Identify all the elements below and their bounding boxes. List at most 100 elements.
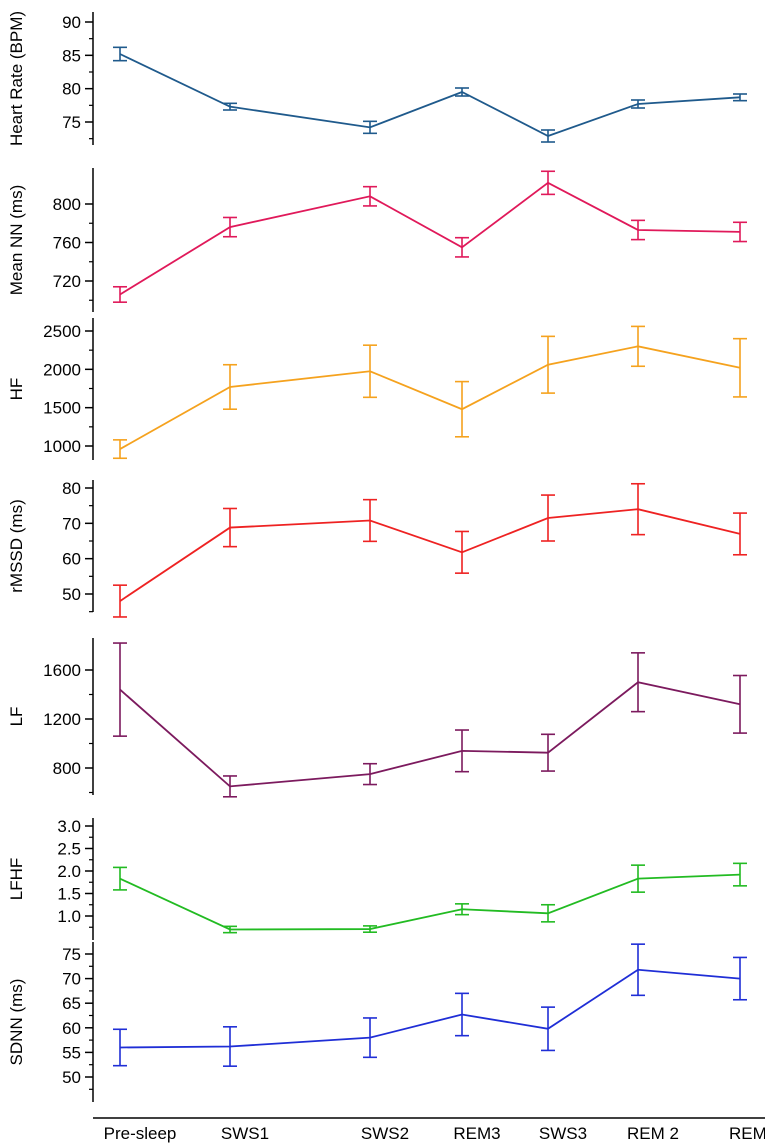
panel-7: 50 55 60 65 70 75 SDNN (ms) xyxy=(7,942,747,1102)
error-bar xyxy=(541,129,555,143)
error-bar xyxy=(455,729,469,773)
error-bar xyxy=(541,903,555,923)
y-tick-label: 50 xyxy=(62,585,81,604)
error-bar xyxy=(455,903,469,916)
error-bar xyxy=(455,530,469,574)
series-line xyxy=(119,345,741,450)
y-axis-title: LFHF xyxy=(7,858,26,901)
error-bar xyxy=(733,862,747,887)
y-tick-label: 800 xyxy=(53,195,81,214)
error-bar xyxy=(631,325,645,368)
y-tick-label: 720 xyxy=(53,272,81,291)
y-tick-label: 1200 xyxy=(43,710,81,729)
series-line xyxy=(119,53,741,137)
y-axis-title: HF xyxy=(7,378,26,401)
y-tick-label: 75 xyxy=(62,945,81,964)
error-bar xyxy=(631,482,645,536)
y-axis-title: Mean NN (ms) xyxy=(7,185,26,296)
panel-2: 720 760 800 Mean NN (ms) xyxy=(7,168,747,312)
y-tick-label: 3.0 xyxy=(57,817,81,836)
y-tick-label: 760 xyxy=(53,234,81,253)
error-bar xyxy=(363,925,377,934)
x-tick-label: REM3 xyxy=(453,1124,500,1143)
y-tick-label: 80 xyxy=(62,479,81,498)
error-bar xyxy=(631,943,645,997)
y-tick-label: 2.5 xyxy=(57,840,81,859)
y-tick-label: 2500 xyxy=(43,322,81,341)
panel-1: 75 80 85 90 Heart Rate (BPM) xyxy=(7,11,747,146)
series-line xyxy=(119,873,741,931)
error-bar xyxy=(733,674,747,734)
error-bar xyxy=(541,733,555,772)
y-axis-title: rMSSD (ms) xyxy=(7,499,26,592)
y-tick-label: 2000 xyxy=(43,360,81,379)
error-bar xyxy=(113,584,127,618)
error-bar xyxy=(363,185,377,207)
y-tick-label: 70 xyxy=(62,514,81,533)
error-bar xyxy=(455,992,469,1037)
y-tick-label: 50 xyxy=(62,1068,81,1087)
error-bar xyxy=(733,956,747,1001)
error-bar xyxy=(223,363,237,411)
error-bar xyxy=(223,925,237,934)
y-tick-label: 75 xyxy=(62,113,81,132)
y-axis-title: SDNN (ms) xyxy=(7,979,26,1066)
y-tick-label: 60 xyxy=(62,550,81,569)
error-bar xyxy=(113,439,127,460)
error-bar xyxy=(223,216,237,238)
series-line xyxy=(119,681,741,788)
error-bar xyxy=(631,99,645,109)
x-tick-label: REM 1 xyxy=(729,1124,765,1143)
error-bar xyxy=(223,775,237,798)
y-tick-label: 60 xyxy=(62,1019,81,1038)
y-axis-title: LF xyxy=(7,707,26,727)
panel-5: 800 1200 1600 LF xyxy=(7,638,747,798)
error-bar xyxy=(223,102,237,111)
y-tick-label: 80 xyxy=(62,80,81,99)
error-bar xyxy=(363,120,377,135)
y-tick-label: 2.0 xyxy=(57,862,81,881)
x-tick-label: SWS1 xyxy=(221,1124,269,1143)
error-bar xyxy=(455,87,469,97)
error-bar xyxy=(113,1028,127,1067)
error-bar xyxy=(541,494,555,542)
y-tick-label: 90 xyxy=(62,13,81,32)
error-bar xyxy=(113,642,127,737)
error-bar xyxy=(455,380,469,438)
x-tick-label: REM 2 xyxy=(627,1124,679,1143)
error-bar xyxy=(363,498,377,543)
error-bar xyxy=(733,93,747,102)
y-tick-label: 1.5 xyxy=(57,885,81,904)
error-bar xyxy=(113,866,127,891)
series-line xyxy=(119,508,741,602)
error-bar xyxy=(113,46,127,62)
series-line xyxy=(119,181,741,296)
series-line xyxy=(119,968,741,1049)
panel-4: 50 60 70 80 rMSSD (ms) xyxy=(7,479,747,618)
error-bar xyxy=(363,1017,377,1059)
error-bar xyxy=(223,1026,237,1067)
error-bar xyxy=(733,337,747,398)
error-bar xyxy=(733,221,747,243)
y-tick-label: 85 xyxy=(62,46,81,65)
x-tick-label: SWS3 xyxy=(539,1124,587,1143)
error-bar xyxy=(631,652,645,713)
error-bar xyxy=(363,344,377,399)
error-bar xyxy=(541,170,555,196)
y-tick-label: 65 xyxy=(62,994,81,1013)
error-bar xyxy=(113,285,127,303)
y-tick-label: 800 xyxy=(53,759,81,778)
error-bar xyxy=(455,236,469,258)
y-tick-label: 1000 xyxy=(43,437,81,456)
y-tick-label: 70 xyxy=(62,970,81,989)
x-tick-label: Pre-sleep xyxy=(104,1124,177,1143)
error-bar xyxy=(541,335,555,394)
y-tick-label: 1600 xyxy=(43,661,81,680)
panel-6: 1.0 1.5 2.0 2.5 3.0 LFHF xyxy=(7,817,747,940)
error-bar xyxy=(223,507,237,548)
error-bar xyxy=(541,1006,555,1052)
error-bar xyxy=(733,512,747,556)
y-axis-title: Heart Rate (BPM) xyxy=(7,11,26,146)
error-bar xyxy=(631,864,645,893)
